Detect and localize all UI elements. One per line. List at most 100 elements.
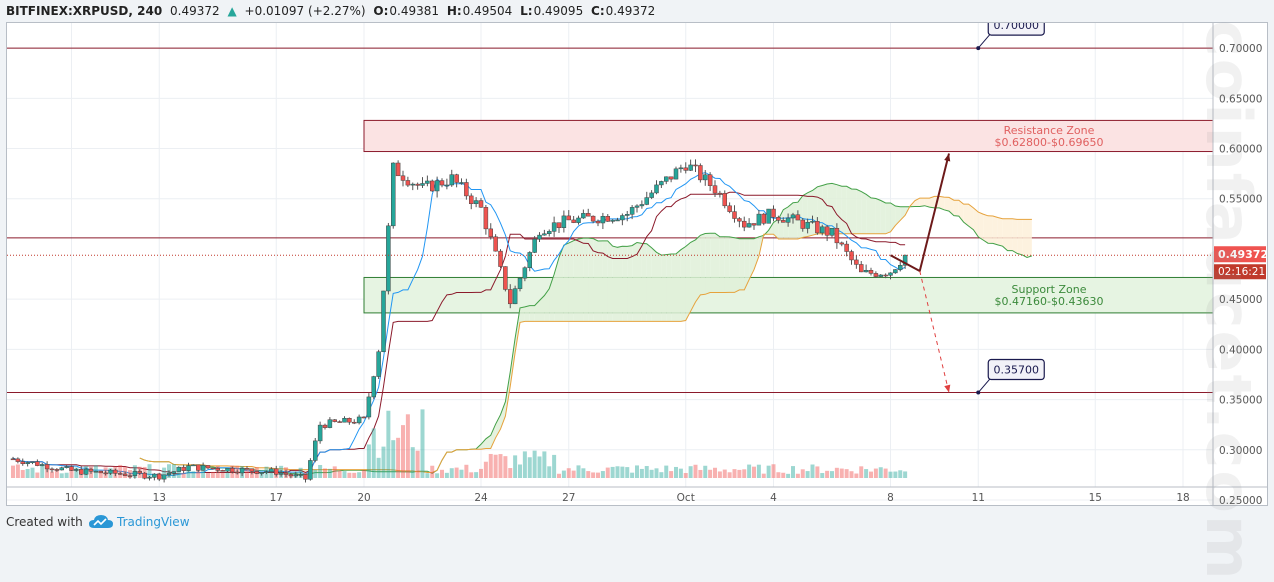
candle-body [128, 476, 132, 477]
cloud-segment [715, 233, 720, 292]
volume-bar [16, 464, 20, 478]
candle-body [123, 474, 127, 476]
candle-body [401, 176, 405, 181]
cloud-segment [1003, 219, 1008, 251]
candle-body [284, 473, 288, 474]
volume-bar [338, 470, 342, 478]
volume-bar [494, 455, 498, 478]
candle-body [645, 198, 649, 205]
cloud-segment [739, 239, 744, 290]
cloud-segment [530, 306, 535, 322]
cloud-segment [822, 184, 827, 234]
volume-bar [401, 425, 405, 478]
candle-body [767, 209, 771, 223]
volume-bar [776, 472, 780, 478]
created-with-text: Created with [6, 515, 83, 529]
volume-bar [542, 451, 546, 478]
volume-bar [742, 469, 746, 478]
candle-body [723, 193, 727, 205]
volume-bar [854, 474, 858, 478]
candle-body [294, 475, 298, 476]
cloud-segment [856, 189, 861, 234]
candle-body [240, 468, 244, 473]
candle-body [406, 180, 410, 185]
open-label: O: [373, 4, 388, 18]
last-price: 0.49372 [170, 4, 220, 18]
candle-body [60, 468, 64, 470]
volume-bar [503, 456, 507, 478]
cloud-segment [803, 193, 808, 238]
cloud-segment [686, 242, 691, 320]
candle-body [591, 216, 595, 221]
candle-body [499, 251, 503, 266]
candle-body [113, 470, 117, 473]
candle-body [362, 417, 366, 418]
volume-bar [791, 466, 795, 478]
volume-bar [737, 470, 741, 478]
candle-body [796, 215, 800, 220]
volume-bar [484, 462, 488, 478]
candle-body [806, 222, 810, 228]
candle-body [747, 223, 751, 227]
label-pointer [978, 34, 990, 48]
volume-bar [733, 469, 737, 478]
cloud-segment [993, 216, 998, 245]
volume-bar [323, 468, 327, 478]
cloud-segment [676, 250, 681, 322]
volume-bar [425, 473, 429, 478]
volume-bar [362, 470, 366, 478]
candle-body [289, 474, 293, 475]
candle-body [635, 206, 639, 207]
candle-body [99, 471, 103, 473]
volume-bar [864, 469, 868, 478]
candle-body [211, 468, 215, 469]
candle-body [489, 229, 493, 237]
cloud-segment [652, 248, 657, 322]
volume-bar [11, 466, 15, 478]
candle-body [864, 270, 868, 272]
cloud-segment [944, 197, 949, 211]
candle-body [226, 468, 230, 471]
volume-bar [772, 464, 776, 478]
candle-body [357, 417, 361, 423]
candle-body [367, 397, 371, 417]
volume-bar [352, 473, 356, 478]
candle-body [703, 175, 707, 180]
candle-body [343, 418, 347, 422]
candle-body [11, 459, 15, 460]
volume-bar [416, 451, 420, 478]
volume-bar [591, 472, 595, 478]
tradingview-link[interactable]: TradingView [117, 515, 190, 529]
cloud-segment [1027, 219, 1032, 257]
candle-body [484, 207, 488, 229]
cloud-segment [613, 246, 618, 321]
volume-bar [421, 409, 425, 478]
candle-body [596, 221, 600, 223]
candle-body [791, 215, 795, 218]
volume-bar [879, 467, 883, 478]
volume-bar [499, 454, 503, 478]
volume-bar [781, 473, 785, 478]
time-tick-label: 15 [1089, 492, 1102, 504]
volume-bar [411, 447, 415, 478]
candle-body [386, 226, 390, 291]
candle-body [698, 165, 702, 179]
cloud-segment [881, 200, 886, 233]
candle-body [338, 422, 342, 423]
candle-body [421, 183, 425, 185]
volume-bar [172, 464, 176, 478]
volume-bar [659, 472, 663, 478]
price-chart[interactable]: Resistance Zone$0.62800-$0.69650Support … [7, 23, 1267, 505]
volume-bar [211, 472, 215, 478]
volume-bar [528, 457, 532, 478]
volume-bar [245, 469, 249, 478]
volume-bar [31, 468, 35, 478]
volume-bar [801, 469, 805, 478]
cloud-segment [852, 189, 857, 234]
volume-bar [893, 472, 897, 478]
cloud-segment [842, 186, 847, 234]
volume-bar [718, 471, 722, 478]
candle-body [167, 473, 171, 475]
high-label: H: [447, 4, 462, 18]
